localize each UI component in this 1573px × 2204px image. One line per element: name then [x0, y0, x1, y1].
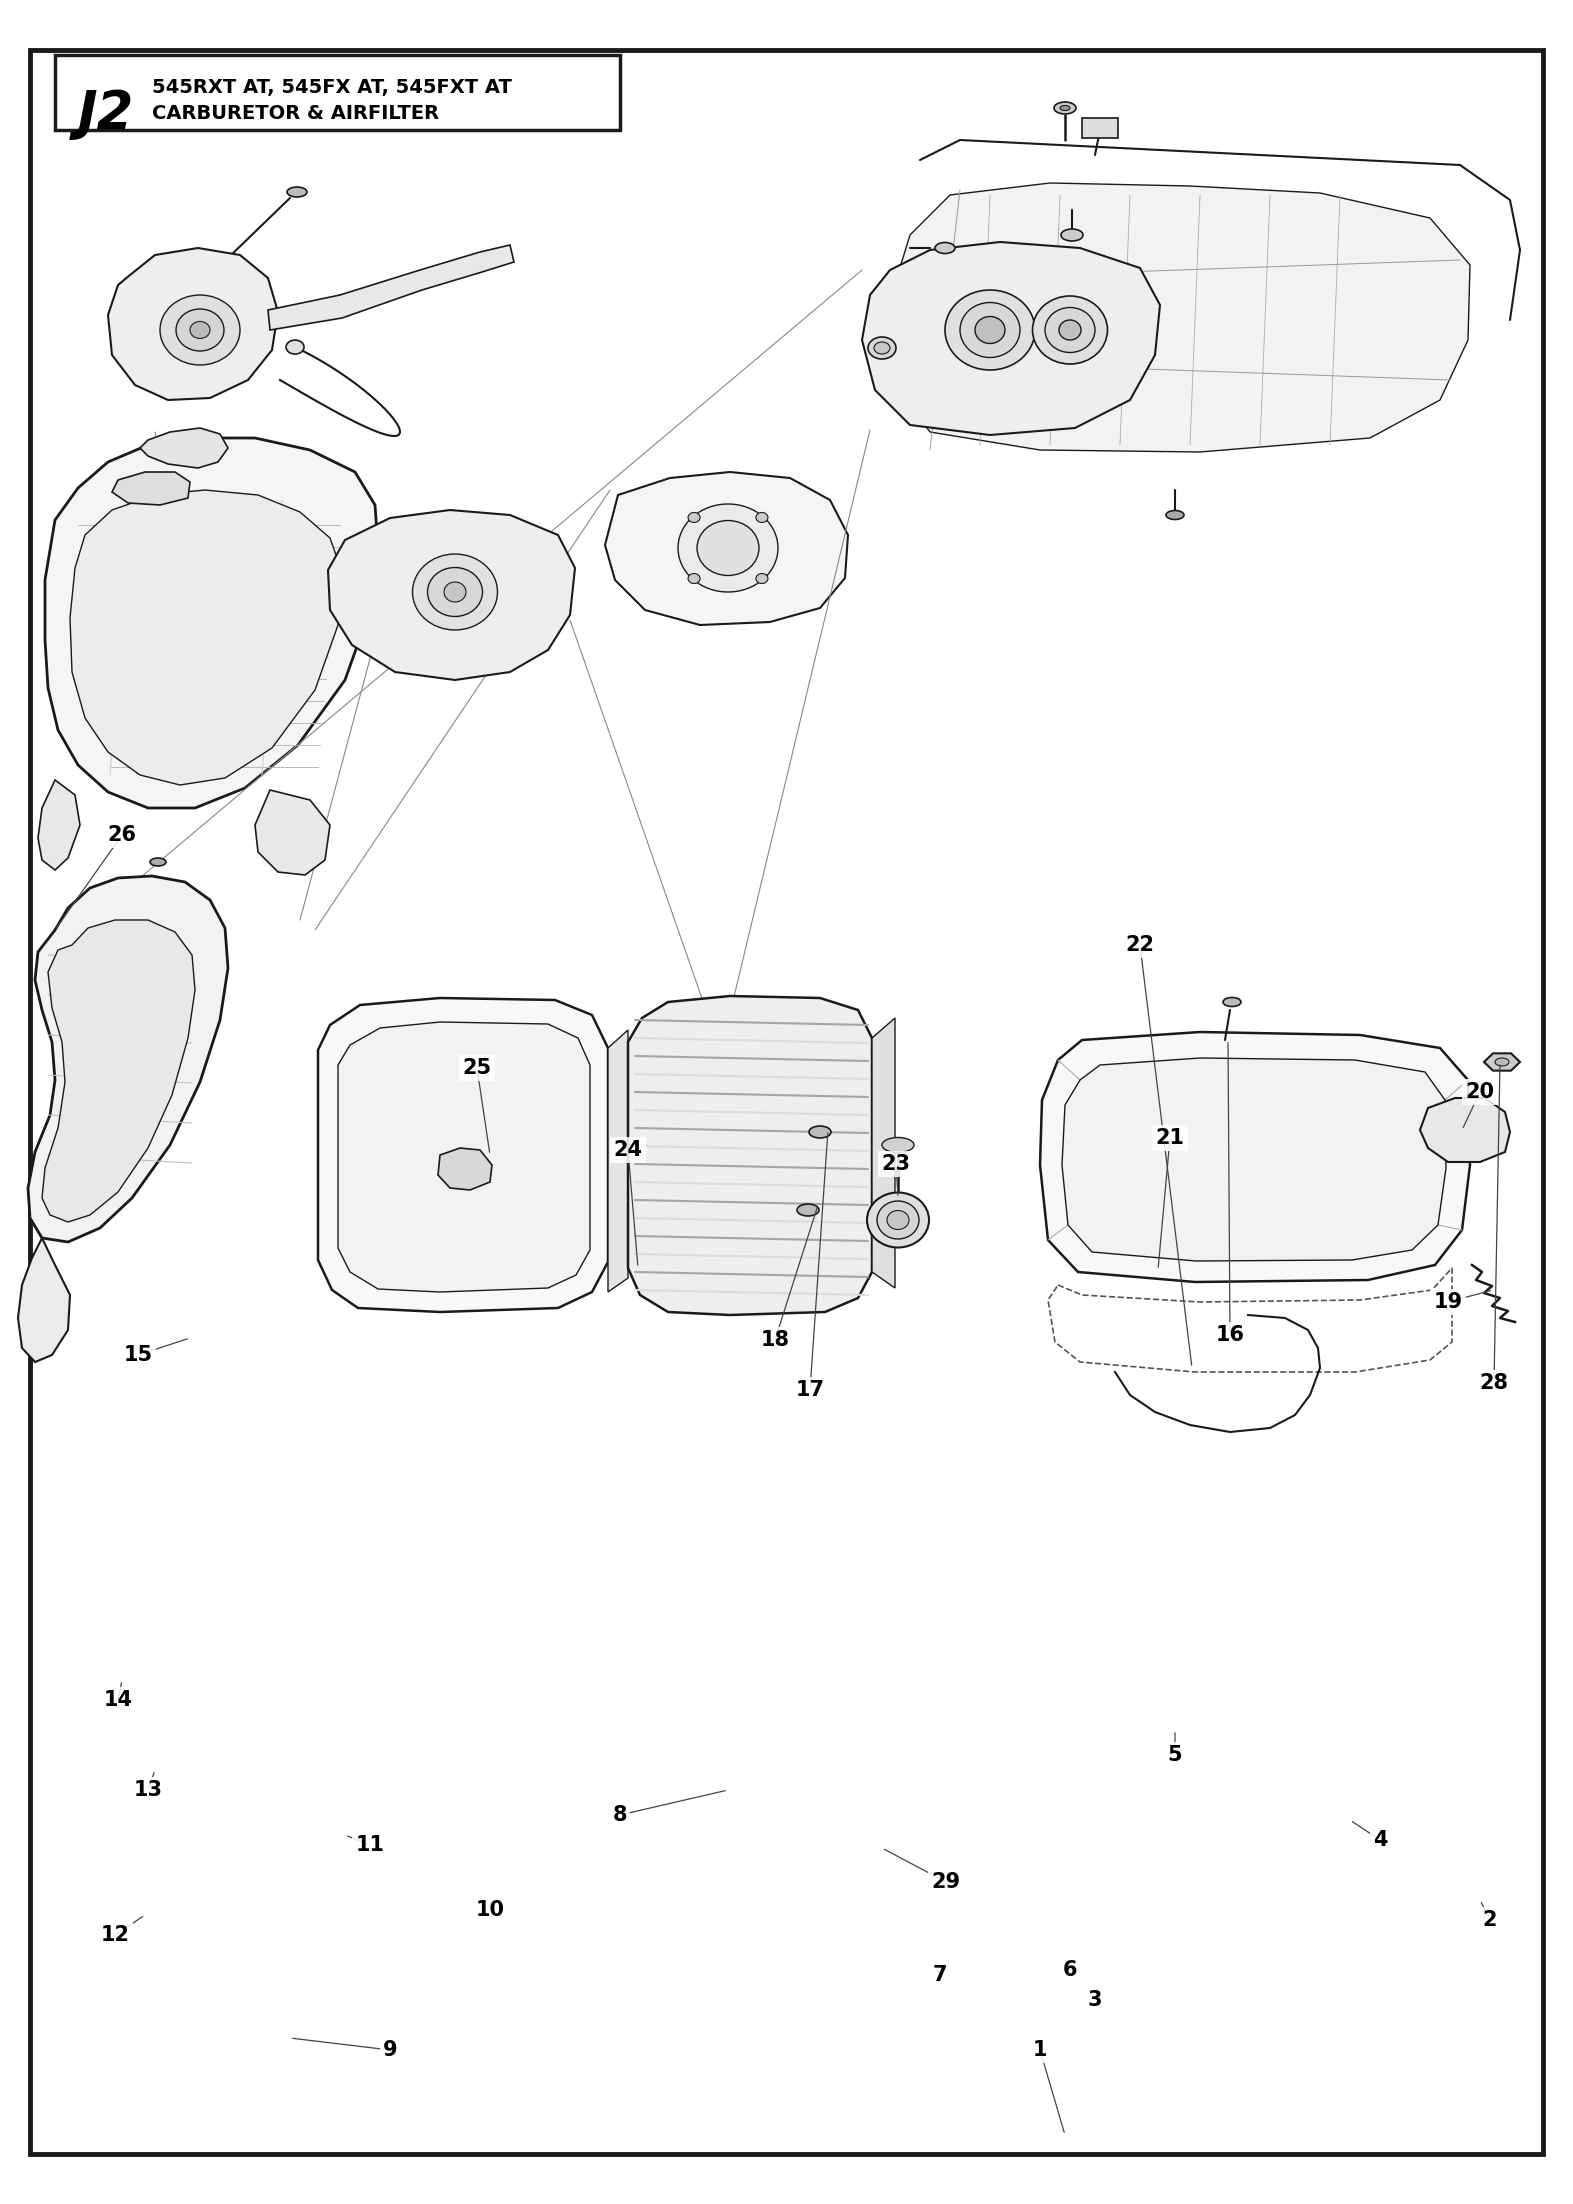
Polygon shape	[42, 919, 195, 1221]
Ellipse shape	[190, 322, 211, 339]
Bar	[55, 55, 620, 130]
Ellipse shape	[1054, 101, 1076, 115]
Text: 17: 17	[796, 1380, 824, 1400]
Ellipse shape	[687, 573, 700, 584]
Ellipse shape	[960, 302, 1019, 357]
Text: 6: 6	[1063, 1959, 1078, 1979]
Ellipse shape	[875, 342, 890, 355]
Ellipse shape	[286, 187, 307, 196]
Polygon shape	[1420, 1098, 1510, 1162]
Ellipse shape	[757, 573, 768, 584]
Ellipse shape	[1166, 511, 1184, 520]
Ellipse shape	[1062, 229, 1082, 240]
Text: 22: 22	[1126, 934, 1155, 954]
Polygon shape	[140, 428, 228, 467]
Polygon shape	[71, 489, 341, 785]
Text: 2: 2	[1483, 1911, 1497, 1931]
Text: 28: 28	[1480, 1373, 1509, 1393]
Polygon shape	[38, 780, 80, 871]
Polygon shape	[890, 183, 1471, 452]
Text: 20: 20	[1466, 1082, 1494, 1102]
Text: 545RXT AT, 545FX AT, 545FXT AT: 545RXT AT, 545FX AT, 545FXT AT	[153, 77, 511, 97]
Ellipse shape	[867, 1192, 930, 1247]
Polygon shape	[860, 134, 1520, 487]
Ellipse shape	[697, 520, 760, 575]
Text: 9: 9	[382, 2041, 398, 2061]
Ellipse shape	[428, 566, 483, 617]
Polygon shape	[46, 439, 378, 809]
Text: 8: 8	[613, 1805, 628, 1825]
Bar	[1082, 119, 1118, 139]
Polygon shape	[338, 1023, 590, 1292]
Polygon shape	[109, 249, 278, 399]
Ellipse shape	[1059, 320, 1081, 339]
Text: 1: 1	[1033, 2041, 1048, 2061]
Ellipse shape	[160, 295, 241, 366]
Polygon shape	[112, 472, 190, 505]
Ellipse shape	[975, 317, 1005, 344]
Ellipse shape	[149, 857, 167, 866]
Text: 14: 14	[104, 1690, 132, 1710]
Ellipse shape	[757, 514, 768, 522]
Polygon shape	[862, 242, 1159, 434]
Ellipse shape	[809, 1126, 831, 1137]
Polygon shape	[1040, 1031, 1471, 1283]
Ellipse shape	[934, 242, 955, 253]
Ellipse shape	[444, 582, 466, 602]
Text: 13: 13	[134, 1781, 162, 1801]
Polygon shape	[28, 875, 228, 1243]
Text: 23: 23	[881, 1155, 911, 1175]
Text: 25: 25	[462, 1058, 491, 1078]
Ellipse shape	[878, 1201, 919, 1239]
Text: partslice: partslice	[406, 994, 1166, 1210]
Text: 4: 4	[1373, 1829, 1387, 1849]
Ellipse shape	[868, 337, 897, 359]
Ellipse shape	[1494, 1058, 1509, 1067]
Ellipse shape	[887, 1210, 909, 1230]
Polygon shape	[329, 509, 576, 681]
Text: CARBURETOR & AIRFILTER: CARBURETOR & AIRFILTER	[153, 104, 439, 123]
Text: 19: 19	[1433, 1292, 1463, 1311]
Ellipse shape	[176, 309, 223, 350]
Ellipse shape	[286, 339, 304, 355]
Ellipse shape	[798, 1203, 820, 1217]
Polygon shape	[628, 996, 871, 1316]
Polygon shape	[437, 1148, 492, 1190]
Ellipse shape	[1060, 106, 1070, 110]
Polygon shape	[267, 245, 514, 331]
Text: J2: J2	[79, 88, 134, 141]
Polygon shape	[1483, 1054, 1520, 1071]
Text: 12: 12	[101, 1924, 129, 1944]
Text: 29: 29	[931, 1871, 961, 1891]
Polygon shape	[606, 472, 848, 626]
Text: 18: 18	[760, 1329, 790, 1351]
Text: 3: 3	[1089, 1990, 1103, 2010]
Text: 16: 16	[1216, 1325, 1244, 1344]
Ellipse shape	[882, 1137, 914, 1153]
Polygon shape	[609, 1029, 628, 1292]
Polygon shape	[255, 789, 330, 875]
Ellipse shape	[687, 514, 700, 522]
Ellipse shape	[412, 553, 497, 630]
Text: 15: 15	[123, 1344, 153, 1364]
Text: 7: 7	[933, 1966, 947, 1986]
Polygon shape	[871, 1018, 895, 1287]
Polygon shape	[318, 998, 609, 1311]
Text: 26: 26	[107, 824, 137, 844]
Polygon shape	[17, 1239, 71, 1362]
Ellipse shape	[1032, 295, 1107, 364]
Ellipse shape	[945, 291, 1035, 370]
Ellipse shape	[1044, 309, 1095, 353]
Ellipse shape	[1222, 998, 1241, 1007]
Text: 21: 21	[1156, 1128, 1184, 1148]
Text: 10: 10	[475, 1900, 505, 1920]
Text: 11: 11	[355, 1836, 384, 1856]
Ellipse shape	[678, 505, 779, 593]
Polygon shape	[35, 520, 55, 780]
Text: 24: 24	[613, 1139, 642, 1159]
Text: 5: 5	[1167, 1746, 1183, 1765]
Polygon shape	[1062, 1058, 1446, 1261]
